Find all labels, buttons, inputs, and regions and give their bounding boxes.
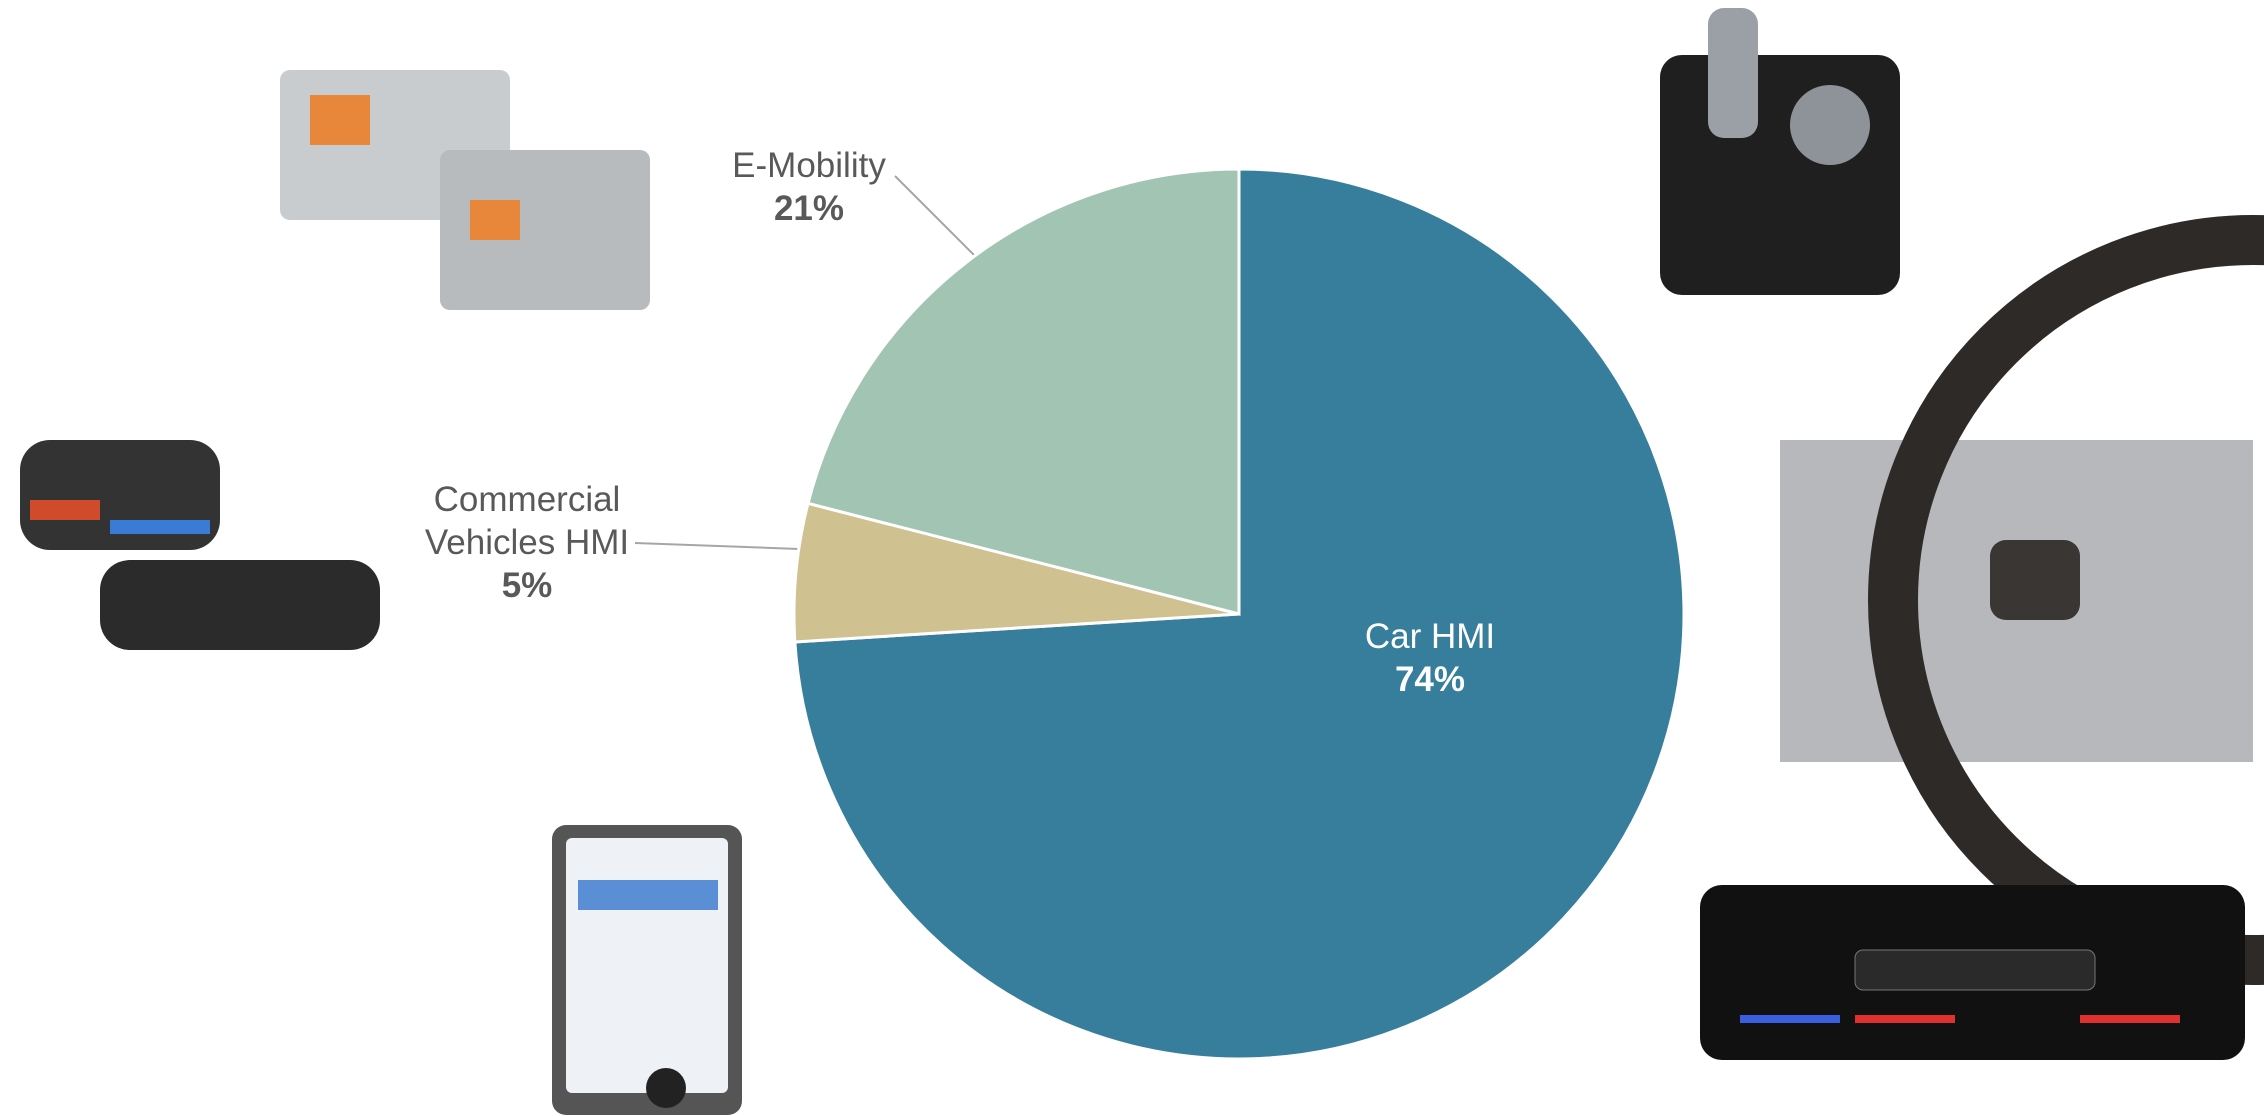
product-image <box>552 825 742 1115</box>
product-image <box>20 440 380 650</box>
category-label: Car HMI <box>1364 617 1496 656</box>
product-image <box>1700 885 2245 1060</box>
value-label: 21% <box>773 189 845 228</box>
leader-line <box>894 175 976 257</box>
leader-line <box>634 542 800 550</box>
value-label: 74% <box>1394 660 1466 699</box>
value-label: 5% <box>501 566 553 605</box>
slice-label: E-Mobility 21% <box>732 144 886 230</box>
slice-label: Car HMI 74% <box>1365 615 1495 701</box>
slice-label: Commercial Vehicles HMI 5% <box>402 478 652 607</box>
product-image <box>1780 215 2264 985</box>
product-image <box>280 70 650 310</box>
category-label: Commercial Vehicles HMI <box>424 480 630 562</box>
product-image <box>1660 8 1900 295</box>
category-label: E-Mobility <box>732 146 886 185</box>
pie-slice <box>806 167 1241 616</box>
